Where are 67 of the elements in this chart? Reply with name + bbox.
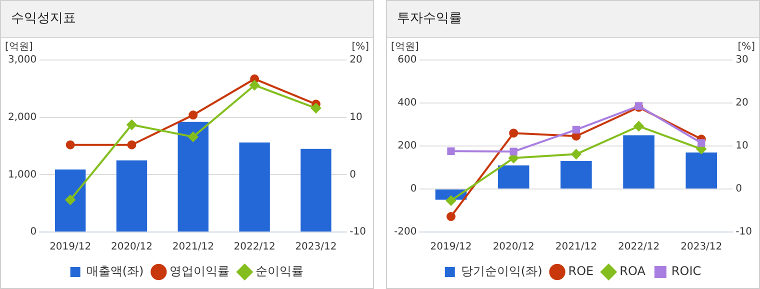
y-tick-label: 200	[398, 140, 417, 152]
point	[126, 120, 137, 130]
legend-label: ROA	[620, 264, 646, 278]
x-tick-label: 2021/12	[172, 242, 214, 253]
y-tick-label: 0	[30, 226, 37, 238]
bar	[623, 135, 654, 188]
point	[188, 110, 198, 120]
point	[509, 128, 518, 138]
legend-label: 매출액(좌)	[86, 264, 144, 278]
y2-tick-label: 20	[736, 98, 748, 109]
point	[572, 126, 580, 134]
bar	[560, 161, 592, 188]
x-tick-label: 2019/12	[50, 242, 92, 253]
point	[510, 148, 518, 156]
bar	[54, 170, 86, 232]
y2-tick-label: -10	[350, 226, 366, 238]
point	[66, 140, 75, 150]
point	[447, 147, 455, 155]
y-axis-title: [억원]	[5, 42, 33, 53]
point	[250, 80, 260, 90]
y2-tick-label: 0	[350, 169, 356, 180]
legend-label: 영업이익률	[170, 264, 230, 278]
point	[698, 139, 706, 147]
y-tick-label: -200	[394, 226, 417, 238]
y-tick-label: 2,000	[8, 112, 37, 123]
x-tick-label: 2022/12	[618, 242, 660, 253]
point	[446, 212, 456, 222]
bar	[178, 122, 208, 232]
legend-label: 순이익률	[256, 264, 304, 278]
legend-label: ROIC	[671, 264, 702, 278]
chart-title: 수익성지표	[1, 1, 373, 38]
y2-tick-label: 10	[736, 140, 748, 152]
x-tick-label: 2019/12	[430, 242, 472, 253]
bar	[239, 142, 270, 232]
x-tick-label: 2020/12	[110, 242, 153, 253]
y2-axis-title: [%]	[352, 42, 370, 53]
bar	[300, 148, 332, 232]
y2-tick-label: 0	[736, 184, 742, 195]
x-tick-label: 2022/12	[234, 242, 276, 253]
bar	[686, 152, 718, 188]
legend-label: 당기순이익(좌)	[460, 264, 542, 278]
bar	[116, 160, 148, 232]
y-tick-label: 600	[398, 54, 417, 66]
x-tick-label: 2021/12	[555, 242, 597, 253]
x-tick-label: 2023/12	[680, 242, 722, 253]
y-tick-label: 0	[410, 184, 417, 195]
y2-tick-label: 30	[736, 54, 748, 66]
legend-label: ROE	[568, 264, 594, 278]
point	[65, 194, 76, 205]
x-tick-label: 2023/12	[295, 242, 337, 253]
y2-tick-label: 20	[350, 54, 362, 66]
x-tick-label: 2020/12	[492, 242, 534, 253]
point	[127, 140, 136, 150]
point	[446, 196, 456, 206]
y2-axis-title: [%]	[738, 42, 756, 53]
bar	[498, 165, 530, 188]
chart-title: 투자수익률	[387, 1, 759, 38]
point	[310, 103, 321, 114]
point	[188, 132, 198, 142]
y-tick-label: 1,000	[8, 169, 37, 180]
y2-tick-label: -10	[736, 226, 752, 238]
y-axis-title: [억원]	[391, 42, 419, 53]
point	[634, 121, 644, 132]
point	[571, 149, 582, 160]
y-tick-label: 3,000	[8, 54, 37, 66]
y2-tick-label: 10	[350, 112, 362, 123]
y-tick-label: 400	[398, 98, 417, 109]
